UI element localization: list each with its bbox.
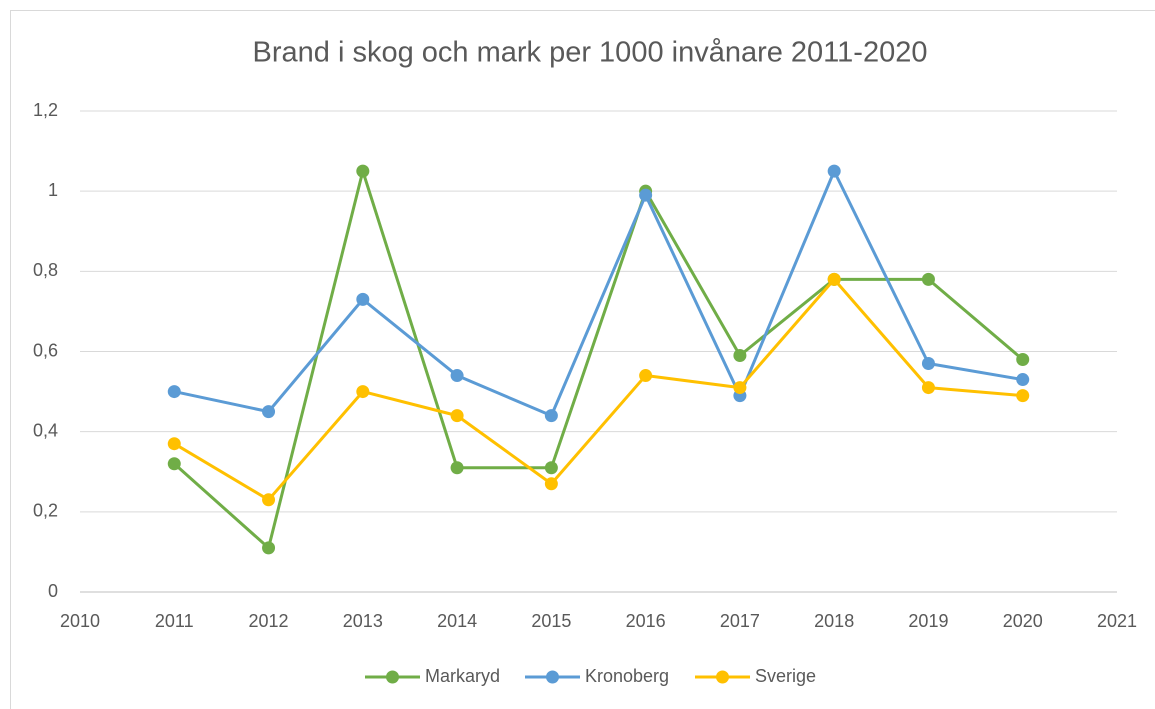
x-tick-label: 2021	[1097, 611, 1137, 631]
data-point	[262, 493, 276, 507]
data-point	[450, 369, 464, 383]
data-point	[262, 541, 276, 555]
y-tick-label: 0	[48, 581, 58, 601]
data-point	[356, 385, 370, 399]
data-point	[544, 461, 558, 475]
data-point	[356, 164, 370, 178]
legend-marker	[386, 670, 399, 684]
chart-title: Brand i skog och mark per 1000 invånare …	[253, 37, 928, 69]
x-tick-label: 2017	[720, 611, 760, 631]
x-tick-label: 2012	[249, 611, 289, 631]
x-tick-label: 2011	[155, 611, 194, 631]
data-point	[921, 357, 935, 371]
data-point	[639, 188, 653, 202]
legend-marker	[716, 670, 729, 684]
y-tick-label: 0,4	[33, 420, 58, 440]
data-point	[1016, 389, 1030, 403]
data-point	[262, 405, 276, 419]
legend-text: Markaryd	[425, 666, 500, 686]
data-point	[1016, 353, 1030, 367]
data-point	[733, 349, 747, 363]
y-tick-label: 0,8	[33, 260, 58, 280]
x-tick-label: 2019	[908, 611, 948, 631]
series-line	[173, 169, 1023, 418]
y-tick-label: 1,2	[33, 100, 58, 120]
series-line	[173, 169, 1024, 550]
data-point	[167, 437, 181, 451]
data-point	[733, 381, 747, 395]
x-tick-label: 2020	[1003, 611, 1043, 631]
data-point	[544, 477, 558, 491]
data-point	[921, 381, 935, 395]
legend-text: Sverige	[755, 666, 816, 686]
chart-frame	[10, 10, 1155, 709]
data-point	[450, 409, 464, 423]
x-tick-label: 2013	[343, 611, 383, 631]
x-tick-label: 2018	[814, 611, 854, 631]
x-tick-label: 2015	[531, 611, 571, 631]
legend-text: Kronoberg	[585, 666, 669, 686]
x-tick-label: 2010	[60, 611, 100, 631]
y-tick-label: 0,2	[33, 501, 58, 521]
series-line	[173, 277, 1023, 502]
data-point	[167, 457, 181, 471]
data-point	[356, 292, 370, 306]
data-point	[827, 272, 841, 286]
data-point	[167, 385, 181, 399]
data-point	[827, 164, 841, 178]
y-tick-label: 1	[48, 180, 58, 200]
y-tick-label: 0,6	[33, 340, 58, 360]
x-tick-label: 2014	[437, 611, 477, 631]
data-point	[639, 369, 653, 383]
data-point	[544, 409, 558, 423]
data-point	[921, 272, 935, 286]
data-point	[450, 461, 464, 475]
legend-marker	[546, 670, 559, 684]
data-point	[1016, 373, 1030, 387]
x-tick-label: 2016	[626, 611, 666, 631]
